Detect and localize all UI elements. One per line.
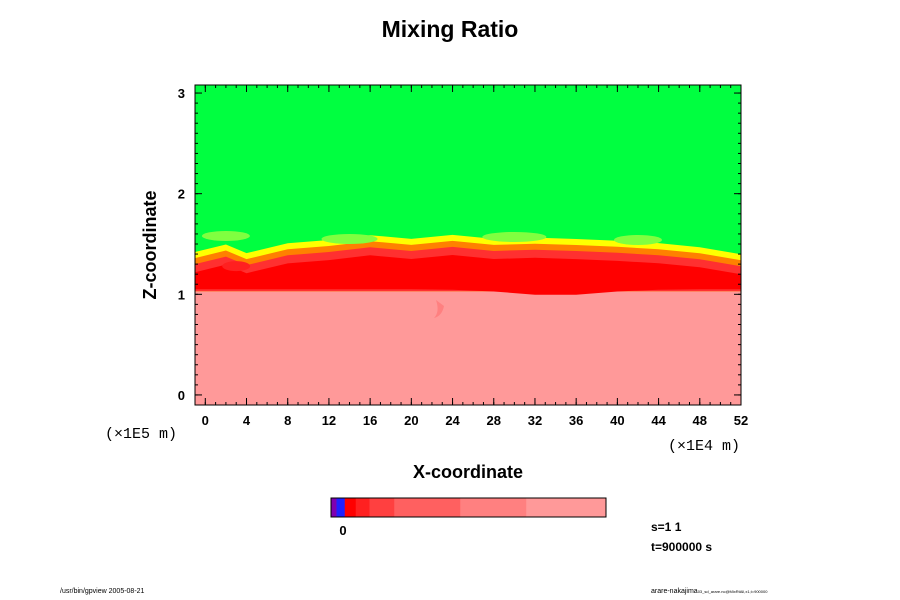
chart-title: Mixing Ratio <box>381 16 519 42</box>
y-axis-label: Z-coordinate <box>140 190 160 299</box>
x-tick-label: 28 <box>487 413 501 428</box>
x-tick-label: 52 <box>734 413 748 428</box>
colorbar-segment <box>394 498 461 517</box>
plot-frame <box>194 84 742 406</box>
x-unit-label: (×1E4 m) <box>668 438 740 455</box>
x-tick-label: 12 <box>322 413 336 428</box>
colorbar-label: 0 <box>339 523 346 538</box>
x-tick-label: 4 <box>243 413 251 428</box>
interface-eddy <box>222 261 251 272</box>
colorbar-segment <box>460 498 527 517</box>
footer-left: /usr/bin/gpview 2005-08-21 <box>60 588 145 595</box>
x-tick-label: 20 <box>404 413 418 428</box>
interface-patch <box>201 230 250 241</box>
colorbar-segment <box>344 498 357 517</box>
colorbar-frame <box>330 497 607 518</box>
colorbar <box>331 498 607 517</box>
interface-red <box>195 255 741 295</box>
contour-field <box>195 85 741 405</box>
x-tick-label: 32 <box>528 413 542 428</box>
colorbar-segment <box>336 498 346 517</box>
footer-right-main: arare-nakajima <box>651 588 698 595</box>
x-axis-label: X-coordinate <box>413 462 523 482</box>
x-tick-labels: 0 4 8 12 16 20 24 28 32 36 40 44 48 52 <box>202 413 749 428</box>
footer-right-small: 03_sd_arare.nc@MixRtAll,x1,t=900000 <box>697 589 768 594</box>
t-label: t=900000 s <box>651 540 713 554</box>
y-tick-label: 2 <box>178 187 185 202</box>
y-tick-label: 3 <box>178 86 185 101</box>
y-tick-label: 0 <box>178 388 185 403</box>
colorbar-segment <box>355 498 370 517</box>
y-tick-labels: 0 1 2 3 <box>178 86 185 403</box>
x-tick-label: 36 <box>569 413 583 428</box>
axis-ticks <box>194 85 742 405</box>
interface-patch <box>482 231 547 242</box>
x-tick-label: 0 <box>202 413 209 428</box>
x-tick-label: 16 <box>363 413 377 428</box>
s-label: s=1 1 <box>651 520 682 534</box>
colorbar-segment <box>526 498 607 517</box>
colorbar-segment <box>369 498 395 517</box>
y-tick-label: 1 <box>178 287 185 302</box>
interface-patch <box>613 234 662 245</box>
footer-right: arare-nakajima03_sd_arare.nc@MixRtAll,x1… <box>651 588 767 595</box>
lower-region <box>195 289 741 405</box>
x-tick-label: 24 <box>445 413 460 428</box>
x-tick-label: 48 <box>693 413 707 428</box>
x-tick-label: 44 <box>651 413 666 428</box>
colorbar-segment <box>331 498 337 517</box>
y-unit-label: (×1E5 m) <box>105 426 177 443</box>
x-tick-label: 8 <box>284 413 291 428</box>
lower-blob <box>434 300 444 318</box>
x-tick-label: 40 <box>610 413 624 428</box>
interface-patch <box>321 233 378 244</box>
